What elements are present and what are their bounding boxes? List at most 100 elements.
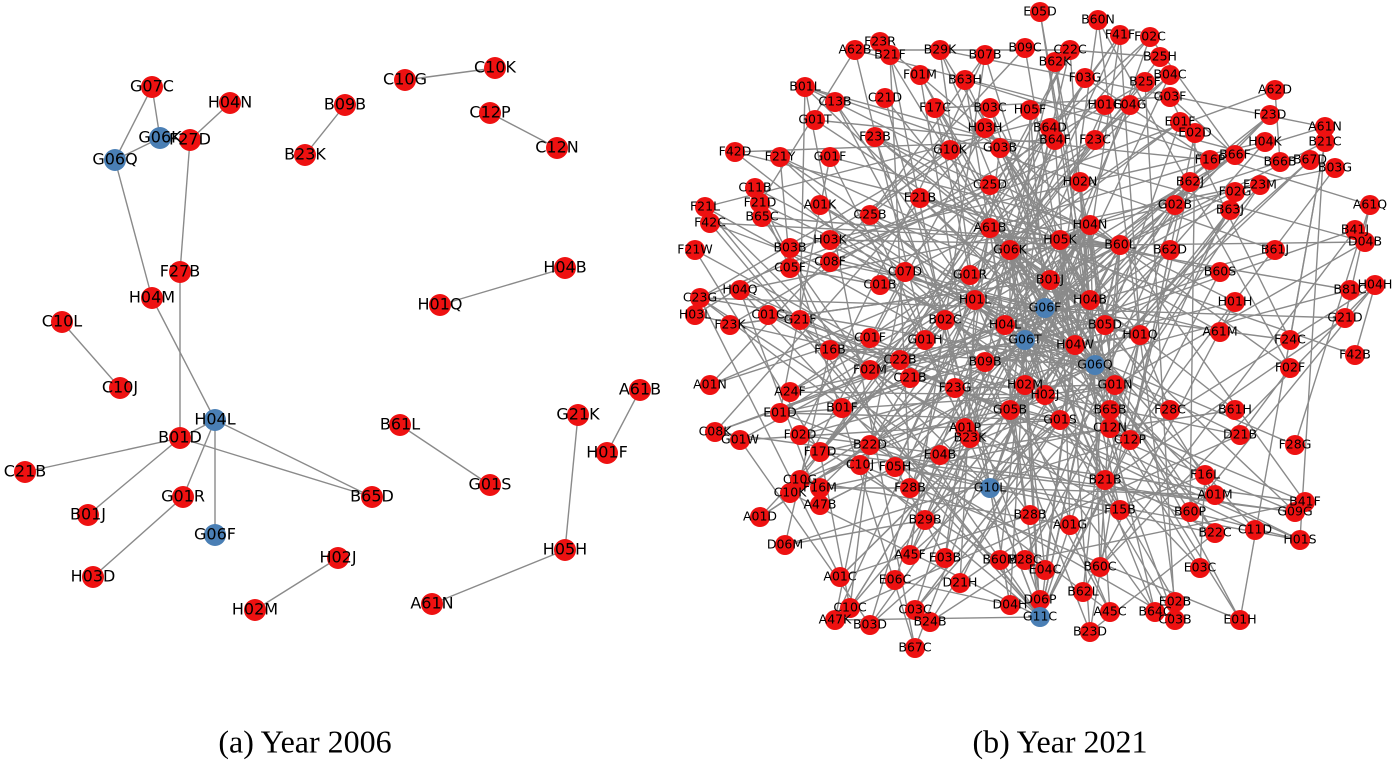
edge bbox=[1139, 334, 1236, 411]
node bbox=[1280, 358, 1300, 378]
node bbox=[554, 257, 576, 279]
node-label: C03C bbox=[898, 602, 932, 617]
node bbox=[554, 539, 576, 561]
node-label: G10K bbox=[933, 142, 968, 157]
edge bbox=[1039, 439, 1131, 618]
node-label: B66F bbox=[1219, 147, 1251, 162]
node-label: F23M bbox=[1243, 177, 1277, 192]
node-label: H02M bbox=[232, 600, 278, 619]
edge bbox=[92, 496, 184, 578]
node-label: G01F bbox=[814, 149, 847, 164]
node bbox=[865, 127, 885, 147]
node-label: C11B bbox=[738, 180, 771, 195]
node bbox=[905, 638, 925, 658]
edge bbox=[1109, 184, 1261, 411]
edge bbox=[1119, 241, 1366, 246]
node-label: B29B bbox=[908, 512, 941, 527]
node bbox=[990, 138, 1010, 158]
node-label: H04N bbox=[208, 93, 252, 112]
node-label: H04L bbox=[194, 410, 235, 429]
node bbox=[1060, 515, 1080, 535]
node-label: A61N bbox=[410, 594, 453, 613]
edge bbox=[1199, 474, 1206, 569]
edge bbox=[989, 36, 1151, 229]
node bbox=[940, 140, 960, 160]
node bbox=[1100, 602, 1120, 622]
node bbox=[629, 379, 651, 401]
node bbox=[900, 478, 920, 498]
node-label: F23K bbox=[714, 317, 746, 332]
node bbox=[1280, 330, 1300, 350]
node-label: A24F bbox=[774, 384, 806, 399]
node bbox=[810, 478, 830, 498]
node bbox=[1110, 500, 1130, 520]
node bbox=[1100, 418, 1120, 438]
node-label: G06K bbox=[993, 242, 1028, 257]
node bbox=[51, 311, 73, 333]
node-label: C25B bbox=[853, 207, 886, 222]
node-label: C25D bbox=[973, 177, 1007, 192]
node-label: C01B bbox=[863, 277, 896, 292]
node bbox=[930, 40, 950, 60]
node-label: G09G bbox=[1277, 504, 1312, 519]
edge bbox=[431, 549, 566, 605]
node-label: B03D bbox=[853, 617, 887, 632]
node bbox=[1185, 123, 1205, 143]
node-label: H04Q bbox=[722, 282, 757, 297]
edge bbox=[739, 289, 821, 506]
node-label: B64C bbox=[1138, 604, 1171, 619]
node-label: G02B bbox=[1158, 197, 1192, 212]
node bbox=[695, 197, 715, 217]
node-label: F16M bbox=[803, 480, 837, 495]
node-label: H04L bbox=[989, 317, 1021, 332]
node bbox=[900, 545, 920, 565]
node bbox=[900, 368, 920, 388]
node bbox=[860, 615, 880, 635]
node bbox=[920, 612, 940, 632]
node bbox=[1020, 505, 1040, 525]
edge bbox=[1119, 34, 1141, 336]
node bbox=[1255, 132, 1275, 152]
node-label: B61L bbox=[380, 415, 420, 434]
node-label: F16B bbox=[814, 342, 846, 357]
node-label: B21F bbox=[874, 47, 906, 62]
node bbox=[995, 315, 1015, 335]
node bbox=[109, 377, 131, 399]
edge bbox=[969, 437, 1191, 513]
node-label: F21L bbox=[690, 199, 720, 214]
node-label: H01G bbox=[1088, 97, 1123, 112]
node bbox=[750, 507, 770, 527]
node bbox=[935, 548, 955, 568]
node bbox=[244, 599, 266, 621]
edge bbox=[1044, 394, 1176, 621]
edge bbox=[1069, 49, 1161, 58]
node bbox=[1015, 550, 1035, 570]
node bbox=[1170, 112, 1190, 132]
node-label: F02G bbox=[1219, 184, 1252, 199]
node bbox=[1190, 558, 1210, 578]
node bbox=[910, 65, 930, 85]
edge bbox=[767, 314, 1011, 411]
node-label: F28B bbox=[894, 480, 926, 495]
node-label: A61M bbox=[1202, 324, 1237, 339]
node-label: B65B bbox=[1093, 402, 1126, 417]
edge bbox=[869, 181, 1191, 626]
node-label: E21B bbox=[904, 190, 936, 205]
node bbox=[935, 310, 955, 330]
node-label: B61H bbox=[1218, 402, 1252, 417]
node bbox=[1030, 590, 1050, 610]
node-label: C03B bbox=[1158, 612, 1191, 627]
edge bbox=[934, 107, 971, 276]
node-label: G01N bbox=[1098, 377, 1133, 392]
node-label: D04H bbox=[993, 597, 1028, 612]
node bbox=[1070, 172, 1090, 192]
edge bbox=[1274, 89, 1281, 163]
node bbox=[915, 330, 935, 350]
edge bbox=[704, 206, 986, 363]
node bbox=[1210, 322, 1230, 342]
node-label: B66B bbox=[1263, 154, 1296, 169]
edge bbox=[739, 439, 871, 626]
node bbox=[1015, 330, 1035, 350]
node-label: B29K bbox=[924, 42, 957, 57]
node bbox=[1120, 95, 1140, 115]
